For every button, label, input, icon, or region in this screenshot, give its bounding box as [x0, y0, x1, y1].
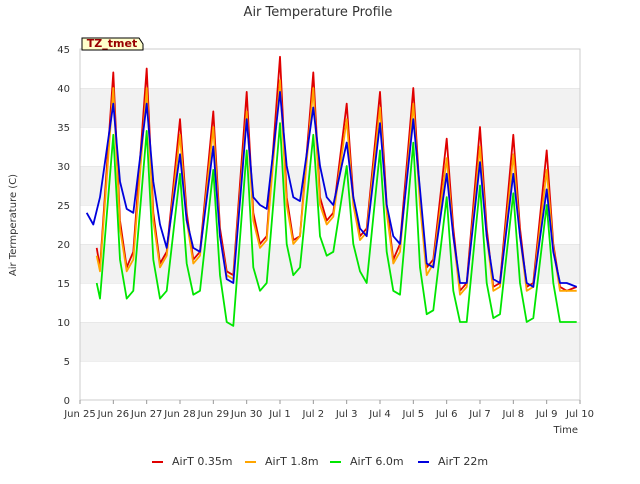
y-axis-label: Air Termperature (C)	[8, 174, 19, 276]
x-tick-label: Jul 10	[565, 409, 594, 420]
x-tick-label: Jul 5	[402, 409, 425, 420]
x-tick-label: Jul 8	[502, 409, 525, 420]
grid-band	[80, 283, 580, 322]
series-line-airt-22m	[85, 91, 578, 288]
y-tick-label: 10	[57, 318, 70, 329]
series-line-airt-1-8m	[95, 79, 577, 296]
legend-label: AirT 0.35m	[172, 455, 233, 468]
y-tick-label: 0	[64, 396, 70, 407]
grid-band	[80, 49, 580, 88]
site-label-box: TZ_tmet	[81, 37, 144, 51]
y-tick-label: 45	[57, 45, 70, 56]
x-tick-label: Jun 28	[163, 409, 196, 420]
series-lines	[85, 55, 578, 327]
x-tick-label: Jun 30	[230, 409, 263, 420]
site-label-background	[81, 37, 144, 51]
legend: AirT 0.35m AirT 1.8m AirT 6.0m AirT 22m	[152, 455, 488, 468]
x-tick-label: Jul 2	[302, 409, 325, 420]
y-tick-label: 25	[57, 201, 70, 212]
x-tick-label: Jul 6	[435, 409, 458, 420]
x-axis-ticks: Jun 25 Jun 26 Jun 27 Jun 28 Jun 29 Jun 30 Jul …	[63, 400, 594, 420]
series-line-airt-6-0m	[95, 122, 577, 327]
grid-band	[80, 244, 580, 283]
x-tick-label: Jul 3	[335, 409, 358, 420]
x-tick-label: Jul 1	[268, 409, 291, 420]
legend-label: AirT 22m	[438, 455, 488, 468]
y-tick-label: 20	[57, 240, 70, 251]
x-tick-label: Jul 9	[535, 409, 558, 420]
y-tick-label: 5	[64, 357, 70, 368]
x-axis-label: Time	[553, 425, 578, 436]
x-tick-label: Jul 7	[468, 409, 491, 420]
y-tick-label: 35	[57, 123, 70, 134]
x-tick-label: Jun 27	[130, 409, 163, 420]
grid-band	[80, 88, 580, 127]
legend-label: AirT 6.0m	[350, 455, 404, 468]
y-tick-label: 30	[57, 162, 70, 173]
grid-band	[80, 127, 580, 166]
grid-band	[80, 361, 580, 400]
grid-band	[80, 322, 580, 361]
legend-label: AirT 1.8m	[265, 455, 319, 468]
x-tick-label: Jul 4	[368, 409, 391, 420]
plot-area-border	[79, 48, 581, 401]
grid-bands	[80, 48, 580, 400]
chart-title: Air Temperature Profile	[244, 5, 393, 20]
x-tick-label: Jun 26	[97, 409, 130, 420]
site-label: TZ_tmet	[87, 37, 137, 50]
x-tick-label: Jun 25	[63, 409, 96, 420]
y-axis-ticks: 0 5 10 15 20 25 30 35 40 45	[57, 45, 70, 407]
y-tick-label: 15	[57, 279, 70, 290]
grid-band	[80, 166, 580, 205]
x-tick-label: Jun 29	[197, 409, 230, 420]
y-tick-label: 40	[57, 84, 70, 95]
